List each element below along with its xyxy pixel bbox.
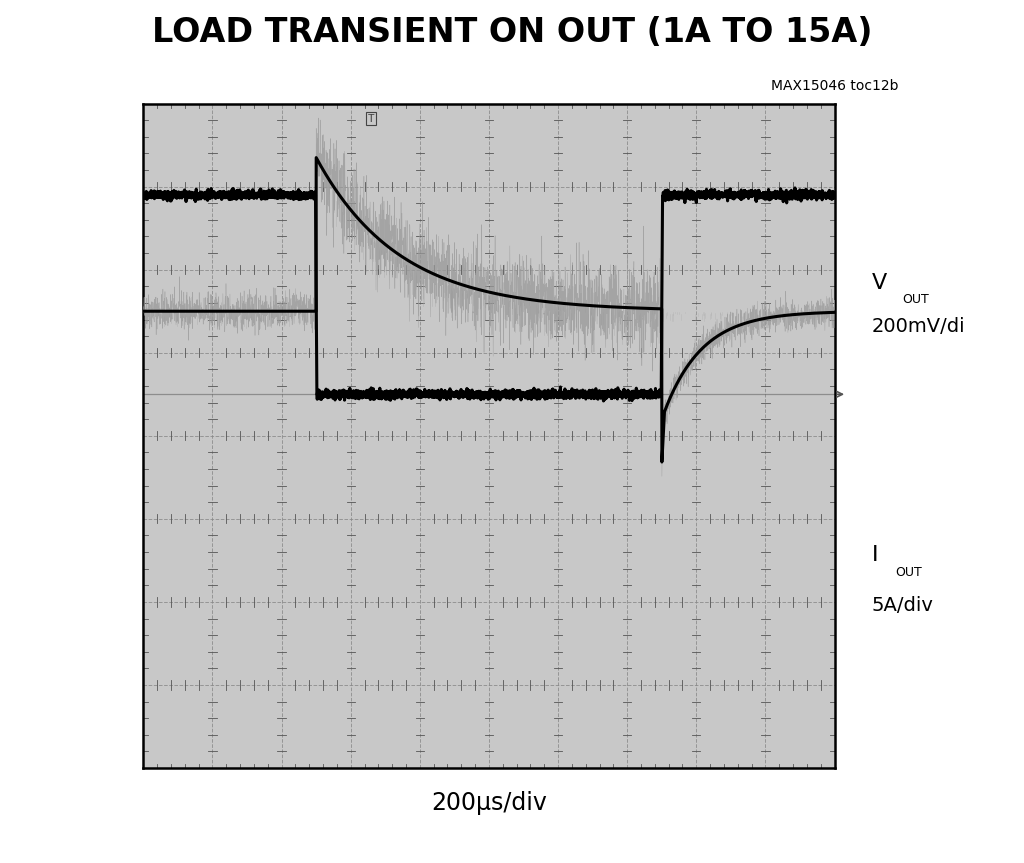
Text: 200μs/div: 200μs/div: [431, 791, 547, 815]
Text: OUT: OUT: [902, 293, 929, 306]
Text: 5A/div: 5A/div: [871, 595, 934, 614]
Text: V: V: [871, 273, 887, 293]
Text: MAX15046 toc12b: MAX15046 toc12b: [771, 79, 898, 93]
Text: I: I: [871, 545, 879, 565]
Text: 200mV/di: 200mV/di: [871, 317, 966, 336]
Text: T: T: [368, 114, 375, 123]
Text: OUT: OUT: [895, 565, 922, 578]
Text: LOAD TRANSIENT ON OUT (1A TO 15A): LOAD TRANSIENT ON OUT (1A TO 15A): [152, 16, 872, 48]
